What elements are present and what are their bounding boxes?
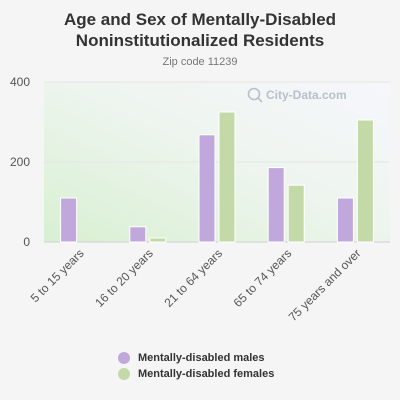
y-tick-label: 200 [10, 155, 30, 169]
x-tick-label: 21 to 64 years [161, 246, 225, 310]
legend-label-females: Mentally-disabled females [138, 368, 275, 380]
x-tick-label: 5 to 15 years [28, 246, 87, 305]
chart-subtitle: Zip code 11239 [162, 56, 238, 68]
bar-males-1 [129, 226, 147, 243]
x-tick-label: 65 to 74 years [231, 246, 295, 310]
legend-swatch-males [118, 352, 130, 364]
legend-swatch-females [118, 368, 130, 380]
bar-males-3 [267, 167, 285, 243]
bar-females-4 [356, 119, 374, 243]
bar-females-2 [218, 111, 236, 243]
x-tick-label: 75 years and over [286, 246, 364, 324]
bar-males-2 [198, 134, 216, 243]
y-tick-label: 0 [23, 235, 30, 249]
bar-males-4 [336, 197, 354, 243]
x-tick-label: 16 to 20 years [92, 246, 156, 310]
legend: Mentally-disabled males Mentally-disable… [118, 350, 274, 382]
watermark-text: City-Data.com [266, 88, 347, 102]
legend-item-males: Mentally-disabled males [118, 350, 274, 366]
y-tick-label: 400 [10, 75, 30, 89]
chart-title: Age and Sex of Mentally-Disabled Noninst… [63, 10, 337, 50]
bar-females-3 [287, 184, 305, 243]
legend-label-males: Mentally-disabled males [138, 352, 265, 364]
legend-item-females: Mentally-disabled females [118, 366, 274, 382]
watermark: City-Data.com [247, 87, 347, 103]
bar-females-1 [149, 237, 167, 243]
bar-males-0 [60, 197, 78, 243]
